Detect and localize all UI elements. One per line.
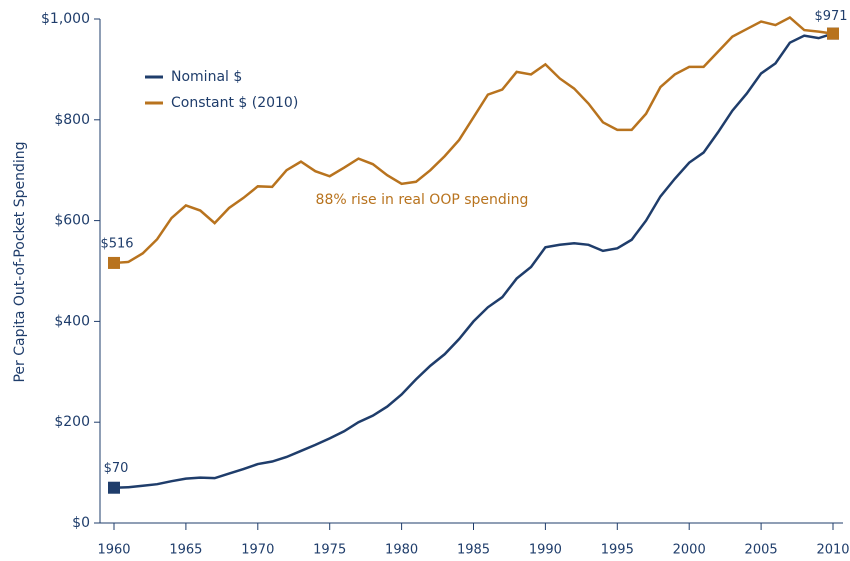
x-tick-label: 1965	[169, 543, 202, 558]
y-tick-label: $600	[54, 213, 90, 229]
x-tick-label: 1980	[385, 543, 418, 558]
x-tick-label: 1985	[457, 543, 490, 558]
annotation: $971	[814, 9, 847, 24]
annotation: $70	[104, 461, 129, 476]
y-tick-label: $800	[54, 112, 90, 128]
x-tick-label: 1970	[241, 543, 274, 558]
y-tick-label: $1,000	[41, 11, 90, 27]
y-tick-label: $400	[54, 313, 90, 329]
x-tick-label: 1995	[601, 543, 634, 558]
legend-label: Nominal $	[171, 69, 242, 85]
end-marker	[108, 256, 120, 269]
end-marker	[827, 27, 839, 40]
x-tick-label: 1960	[97, 543, 130, 558]
line	[113, 32, 834, 489]
annotation: 88% rise in real OOP spending	[316, 192, 529, 208]
x-tick-label: 1990	[529, 543, 562, 558]
end-marker	[108, 481, 120, 494]
x-tick-label: 2000	[673, 543, 706, 558]
legend-label: Constant $ (2010)	[171, 95, 298, 111]
x-tick-label: 2005	[745, 543, 778, 558]
y-tick-label: $200	[54, 414, 90, 430]
x-tick-label: 2010	[816, 543, 849, 558]
y-tick-label: $0	[72, 515, 90, 531]
y-axis-label: Per Capita Out-of-Pocket Spending	[12, 141, 28, 382]
x-tick-label: 1975	[313, 543, 346, 558]
line	[113, 15, 834, 265]
annotation: $516	[100, 236, 133, 251]
